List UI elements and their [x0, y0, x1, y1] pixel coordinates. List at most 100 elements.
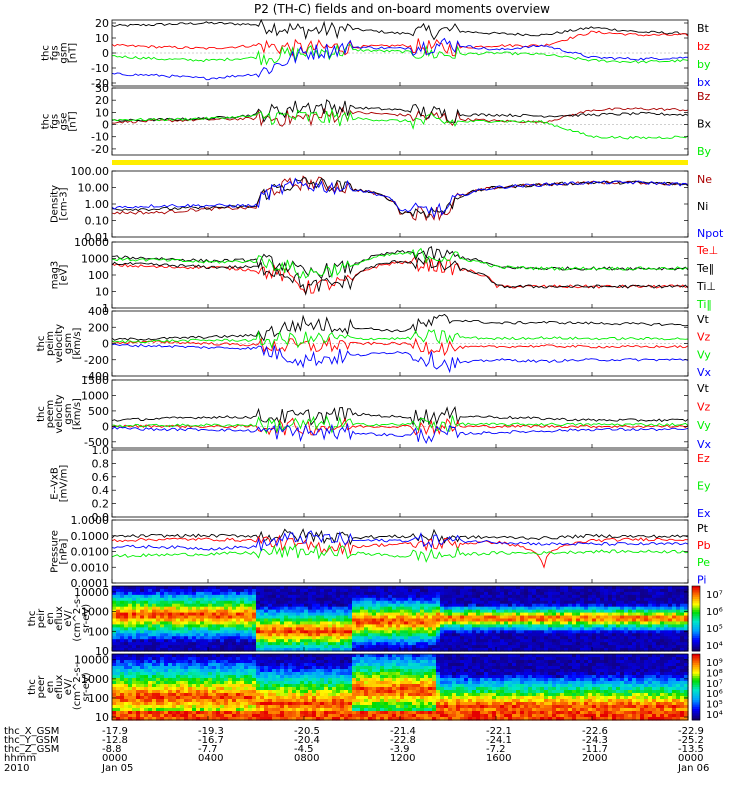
- x-tick-value: -22.8: [390, 735, 416, 746]
- series-line-bz: [111, 30, 689, 57]
- x-tick-value: 2000: [582, 753, 607, 764]
- series-line-Vt: [111, 313, 689, 342]
- legend-label-Te‖: Te‖: [696, 262, 714, 275]
- y-tick-label: 400: [88, 305, 109, 318]
- series-line-Ni: [112, 177, 689, 218]
- colorbar-tick-label: 10⁸: [706, 668, 723, 679]
- series-line-Pi: [111, 530, 689, 552]
- y-axis-label: thcpeemvelocitygsm[km/s]: [36, 394, 83, 433]
- y-tick-label: 0: [102, 119, 109, 132]
- y-tick-label: -10: [91, 62, 109, 75]
- x-tick-value: -22.1: [486, 726, 512, 737]
- series-line-Vx: [111, 422, 689, 444]
- x-row-label: hhmm: [4, 753, 36, 764]
- y-tick-label: 0.4: [92, 484, 110, 497]
- series-line-Vt: [111, 406, 689, 427]
- y-axis-label: Density[cm-3]: [50, 185, 70, 223]
- peir-spec-image: [112, 586, 689, 652]
- y-tick-label: 0.01: [85, 231, 110, 244]
- x-tick-value: -16.7: [198, 735, 224, 746]
- x-tick-value: 0000: [102, 753, 127, 764]
- x-tick-value: -20.4: [294, 735, 320, 746]
- legend-label-Ey: Ey: [697, 479, 711, 492]
- series-line-Pt: [111, 528, 689, 546]
- legend-label-Ex: Ex: [697, 507, 711, 520]
- colorbar-tick-label: 10⁶: [706, 689, 723, 700]
- legend-label-Pt: Pt: [697, 522, 709, 535]
- series-line-Vy: [111, 415, 689, 435]
- y-tick-label: 10000: [74, 236, 109, 249]
- legend-label-By: By: [697, 145, 712, 158]
- series-line-Te‖: [111, 255, 689, 296]
- y-axis-label: thcfgsgse[nT]: [41, 111, 79, 131]
- x-tick-value: -19.3: [198, 726, 224, 737]
- y-tick-label: -20: [91, 77, 109, 90]
- colorbar-tick-label: 10⁷: [706, 590, 723, 601]
- x-tick-value: -21.4: [390, 726, 416, 737]
- y-tick-label: 200: [88, 321, 109, 334]
- y-tick-label: 1.0: [92, 444, 110, 457]
- y-tick-label: 20: [95, 94, 109, 107]
- x-tick-value: Jan 06: [677, 763, 709, 774]
- panel-frame: [111, 379, 689, 449]
- y-tick-label: 0: [102, 338, 109, 351]
- y-tick-label: 0.0: [92, 511, 110, 524]
- colorbar-tick-label: 10⁹: [706, 658, 723, 669]
- y-tick-label: 10: [95, 286, 109, 299]
- y-axis-label: mag3[eV]: [50, 261, 70, 290]
- y-tick-label: 100.00: [71, 165, 110, 178]
- series-line-bx: [111, 37, 689, 81]
- series-line-Ti‖: [111, 247, 689, 279]
- x-tick-value: -12.8: [102, 735, 128, 746]
- series-line-Bt: [111, 18, 689, 41]
- chart-title: P2 (TH-C) fields and on-board moments ov…: [254, 2, 550, 16]
- y-tick-label: 10.00: [78, 182, 110, 195]
- legend-label-Ni: Ni: [697, 200, 708, 213]
- series-line-by: [111, 43, 689, 66]
- y-axis-label: thcpeerenefluxeV/(cm^2-s-sr-eV): [27, 663, 92, 710]
- colorbar-tick-label: 10⁶: [706, 607, 723, 618]
- x-tick-value: 1600: [486, 753, 511, 764]
- y-axis-label: thcfgsgsm[nT]: [41, 42, 79, 63]
- y-tick-label: 0.0001: [71, 577, 110, 590]
- x-tick-value: -8.8: [102, 744, 122, 755]
- series-line-Bz: [111, 106, 689, 127]
- legend-label-bx: bx: [697, 76, 711, 89]
- series-line-Ne: [111, 175, 689, 222]
- y-tick-label: -400: [84, 370, 109, 383]
- x-row-label: 2010: [4, 763, 29, 774]
- y-tick-label: 20: [95, 17, 109, 30]
- legend-label-Vt: Vt: [697, 313, 710, 326]
- x-row-label: thc_Y_GSM: [4, 735, 59, 746]
- x-tick-value: -7.7: [198, 744, 218, 755]
- y-tick-label: 0: [102, 47, 109, 60]
- y-tick-label: 0: [102, 420, 109, 433]
- colorbar-tick-label: 10⁵: [706, 624, 723, 635]
- series-line-Npot: [111, 177, 689, 219]
- colorbar-tick-label: 10⁴: [706, 710, 723, 721]
- y-tick-label: 1500: [81, 374, 109, 387]
- y-tick-label: 1000: [81, 253, 109, 266]
- y-tick-label: 100: [88, 625, 109, 638]
- legend-label-Bz: Bz: [697, 90, 711, 103]
- y-tick-label: 1.00: [85, 198, 110, 211]
- y-tick-label: 10000: [74, 654, 109, 667]
- y-tick-label: -200: [84, 354, 109, 367]
- panel-efield: 1.00.80.60.40.20.0 E--VxB[mV/m] Ez Ey Ex: [50, 444, 711, 524]
- peir-spec-colorbar: 10⁷ 10⁶ 10⁵ 10⁴: [691, 585, 723, 652]
- legend-label-Vy: Vy: [697, 348, 711, 361]
- legend-label-Npot: Npot: [697, 227, 724, 240]
- x-tick-value: -7.2: [486, 744, 506, 755]
- colorbar-tick-label: 10⁷: [706, 679, 723, 690]
- legend-label-Te⊥: Te⊥: [696, 244, 718, 257]
- legend-label-Pi: Pi: [697, 573, 706, 586]
- y-axis-label: Pressure[nPa]: [50, 530, 70, 573]
- y-tick-label: 10: [95, 645, 109, 658]
- y-tick-label: -20: [91, 143, 109, 156]
- legend-label-Ne: Ne: [697, 173, 712, 186]
- x-tick-value: -20.5: [294, 726, 320, 737]
- y-axis-label: E--VxB[mV/m]: [50, 465, 70, 503]
- series-line-Pb: [111, 534, 689, 569]
